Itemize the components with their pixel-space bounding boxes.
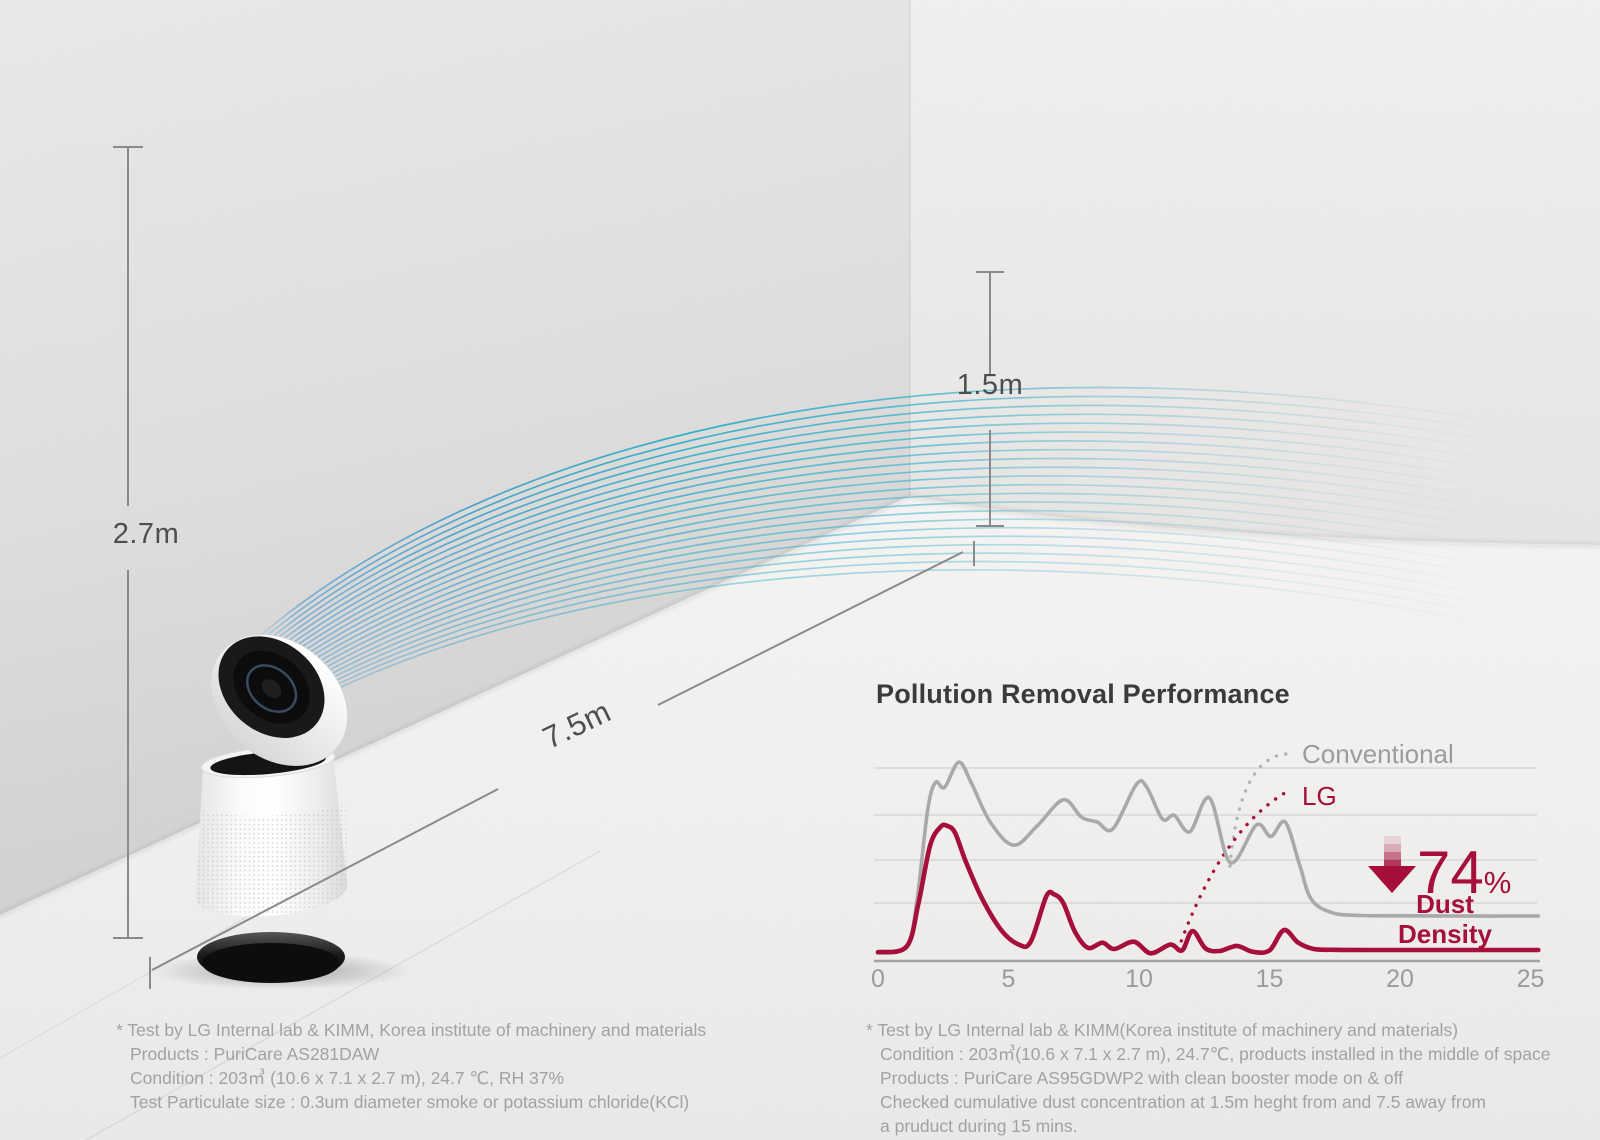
- reduction-label: Dust Density: [1398, 889, 1492, 949]
- footnote-right: * Test by LG Internal lab & KIMM(Korea i…: [866, 1018, 1551, 1138]
- x-tick-label: 5: [1002, 965, 1016, 993]
- pollution-chart: 0 5 10 15 20 25: [871, 752, 1544, 993]
- legend-label-lg: LG: [1302, 781, 1337, 811]
- chart-title: Pollution Removal Performance: [876, 679, 1290, 709]
- airflow-arc: [310, 552, 1600, 694]
- footnote-line: Condition : 203㎥(10.6 x 7.1 x 2.7 m), 24…: [880, 1044, 1551, 1064]
- dimension-lines: [113, 146, 1004, 989]
- footnote-line: Products : PuriCare AS281DAW: [130, 1044, 380, 1064]
- airflow-arc: [259, 422, 1600, 659]
- legend-leader-dots: [1176, 752, 1293, 952]
- footnote-left: * Test by LG Internal lab & KIMM, Korea …: [116, 1018, 756, 1114]
- reduction-annotation: 74%: [1417, 843, 1511, 919]
- airflow-arc: [283, 483, 1600, 675]
- booster-fan-glint: [246, 664, 298, 713]
- airflow-arc: [266, 440, 1600, 663]
- curve-lg: [875, 822, 1541, 956]
- airflow-arc: [252, 404, 1600, 654]
- airflow-arc: [262, 431, 1600, 661]
- chart-curves: [875, 760, 1541, 956]
- airflow-arc: [248, 395, 1600, 652]
- x-tick-label: 20: [1386, 965, 1414, 993]
- footnote-line: Products : PuriCare AS95GDWP2 with clean…: [880, 1068, 1403, 1088]
- dimension-label-outlet-height: 1.5m: [956, 369, 1024, 401]
- x-tick-label: 10: [1125, 965, 1153, 993]
- airflow-arc: [272, 457, 1600, 668]
- airflow-arcs: [245, 386, 1600, 699]
- airflow-arc: [269, 448, 1600, 666]
- dimension-line-height-2-7m: [113, 146, 143, 939]
- airflow-arc: [307, 543, 1600, 692]
- airflow-arc: [245, 386, 1600, 649]
- footnote-line: * Test by LG Internal lab & KIMM, Korea …: [116, 1020, 707, 1040]
- airflow-arc: [293, 509, 1600, 683]
- x-tick-label: 0: [871, 965, 885, 993]
- airflow-arc: [317, 568, 1600, 699]
- air-purifier: [151, 634, 411, 990]
- airflow-arc: [296, 518, 1600, 685]
- footnote-line: Condition : 203㎥ (10.6 x 7.1 x 2.7 m), 2…: [130, 1068, 565, 1088]
- dimension-line-outlet-1-5m: [976, 271, 1004, 527]
- curve-conventional: [876, 760, 1541, 954]
- reduction-unit: %: [1483, 865, 1512, 900]
- footnote-line: a pruduct during 15 mins.: [880, 1116, 1078, 1136]
- chart-x-tick-labels: 0 5 10 15 20 25: [871, 965, 1544, 993]
- airflow-arc: [255, 413, 1600, 656]
- airflow-arc: [314, 560, 1600, 697]
- airflow-arc: [300, 526, 1600, 687]
- airflow-arc: [286, 492, 1600, 678]
- x-tick-label: 15: [1256, 965, 1284, 993]
- clean-booster-head: [210, 634, 348, 766]
- x-tick-label: 25: [1517, 965, 1545, 993]
- product-base-inner: [202, 943, 340, 983]
- legend-label-conventional: Conventional: [1302, 739, 1454, 769]
- footnote-line: Checked cumulative dust concentration at…: [880, 1092, 1487, 1112]
- arrow-down-icon: [1368, 836, 1416, 893]
- airflow-arc: [303, 535, 1600, 690]
- airflow-arc: [290, 501, 1600, 680]
- legend-leader-conventional: [1228, 752, 1293, 868]
- airflow-arc: [279, 475, 1600, 673]
- footnote-line: Test Particulate size : 0.3um diameter s…: [130, 1092, 690, 1112]
- dimension-label-height: 2.7m: [112, 518, 180, 550]
- dimension-line-distance-7-5m: [149, 541, 975, 989]
- footnote-line: * Test by LG Internal lab & KIMM(Korea i…: [866, 1020, 1459, 1040]
- reduction-value: 74: [1417, 839, 1484, 906]
- airflow-arc: [276, 466, 1600, 671]
- product-perforation: [195, 804, 348, 917]
